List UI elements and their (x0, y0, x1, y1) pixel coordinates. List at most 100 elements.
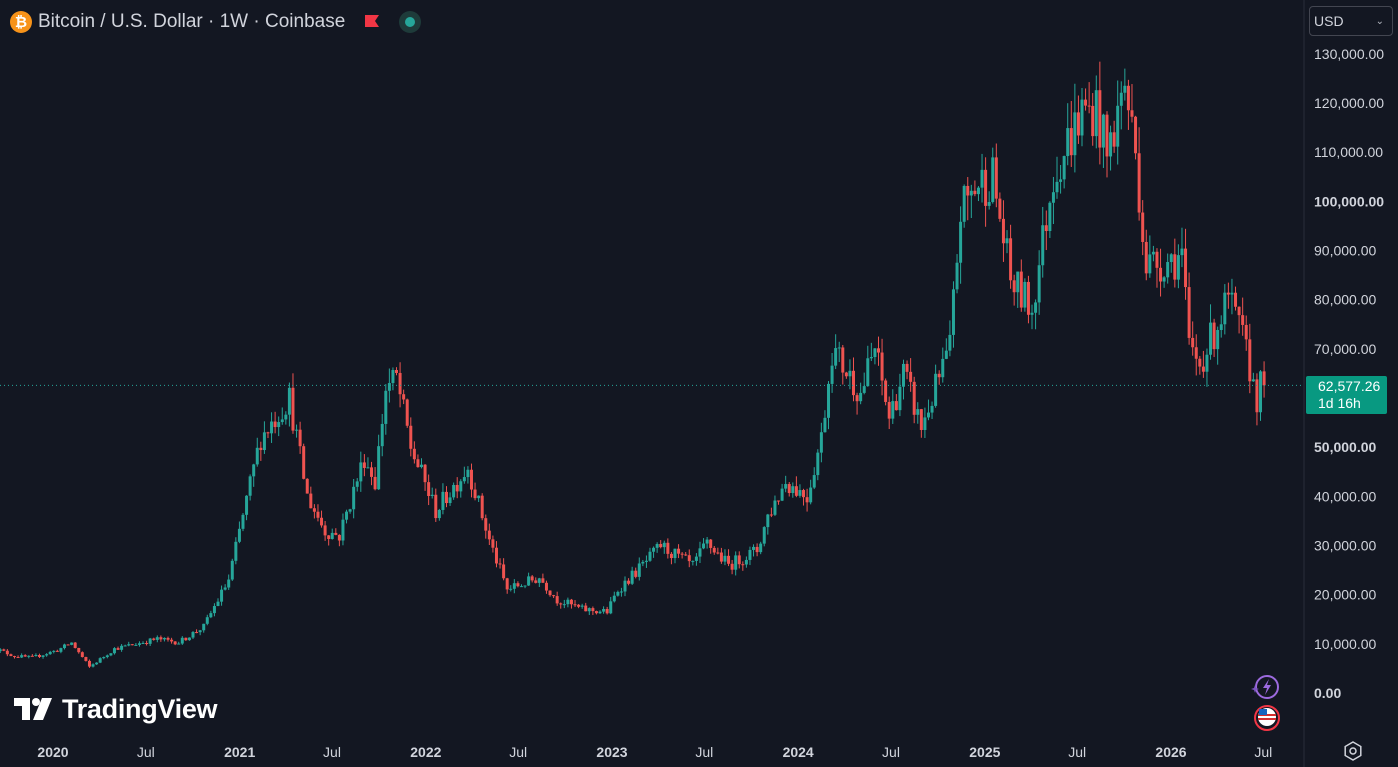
candle-body (1001, 218, 1005, 244)
candle-body (1055, 181, 1059, 193)
candle-body (519, 586, 523, 588)
candle-body (1123, 85, 1127, 93)
lightning-icon[interactable] (1250, 674, 1282, 700)
candle-body (391, 370, 395, 384)
price-axis[interactable]: 130,000.00 120,000.00 110,000.00 100,000.00… (1314, 46, 1384, 701)
candle-body (1044, 225, 1048, 232)
candle-body (794, 486, 798, 496)
candle-body (1151, 251, 1155, 255)
tradingview-logo[interactable]: TradingView (14, 692, 218, 726)
x-tick-label: 2026 (1155, 744, 1186, 760)
candle-body (512, 583, 516, 589)
candle-body (591, 608, 595, 612)
candle-body (1169, 254, 1173, 263)
candle-body (316, 511, 320, 518)
settings-icon[interactable] (1342, 740, 1364, 762)
candle-body (612, 595, 616, 602)
candle-body (330, 532, 334, 539)
candle-body (345, 511, 349, 520)
candle-body (1237, 306, 1241, 316)
candle-body (1137, 153, 1141, 213)
candle-body (359, 462, 363, 482)
candle-body (2, 649, 6, 651)
y-tick-label: 30,000.00 (1314, 538, 1376, 554)
candle-body (77, 647, 81, 653)
candle-body (1037, 265, 1041, 303)
candle-body (70, 642, 74, 645)
candle-body (80, 652, 84, 658)
candle-body (259, 447, 263, 451)
candle-body (659, 544, 663, 548)
candle-body (1012, 280, 1016, 293)
candle-body (66, 644, 70, 646)
candle-body (95, 662, 99, 665)
candle-body (1051, 192, 1055, 203)
candle-body (1130, 110, 1134, 117)
candle-body (337, 534, 341, 541)
candle-body (473, 489, 477, 499)
candle-body (944, 350, 948, 359)
candle-body (444, 491, 448, 504)
y-tick-label: 0.00 (1314, 685, 1341, 701)
candle-body (270, 421, 274, 434)
candle-body (27, 655, 31, 657)
candle-body (1198, 358, 1202, 367)
candle-body (448, 497, 452, 504)
candle-body (802, 490, 806, 498)
candle-body (1091, 105, 1095, 137)
candle-body (48, 651, 52, 655)
candle-body (834, 348, 838, 366)
candle-body (498, 563, 502, 565)
candle-body (987, 202, 991, 206)
candle-body (91, 664, 95, 667)
candle-body (1034, 302, 1038, 313)
candle-body (1112, 132, 1116, 147)
y-tick-label: 90,000.00 (1314, 243, 1376, 259)
y-tick-label: 100,000.00 (1314, 193, 1384, 209)
candle-body (916, 409, 920, 415)
candle-body (844, 372, 848, 377)
candle-body (1059, 179, 1063, 182)
candle-body (62, 644, 66, 649)
candle-body (1005, 238, 1009, 244)
candle-body (744, 559, 748, 565)
candle-body (262, 432, 266, 451)
us-flag-icon[interactable] (1252, 704, 1284, 732)
bitcoin-icon: ₿ (10, 11, 32, 33)
currency-select[interactable]: USD ⌄ (1309, 6, 1393, 36)
candle-body (380, 423, 384, 447)
candle-body (1219, 324, 1223, 331)
market-status-icon[interactable] (399, 11, 422, 33)
candle-body (712, 547, 716, 553)
candle-body (466, 469, 470, 478)
candle-body (123, 645, 127, 647)
candle-body (819, 432, 823, 453)
chart-header: ₿ Bitcoin / U.S. Dollar · 1W · Coinbase (10, 9, 422, 35)
candle-body (41, 655, 45, 657)
y-tick-label: 50,000.00 (1314, 439, 1376, 455)
candle-body (1251, 379, 1255, 382)
candle-body (127, 644, 131, 646)
candle-body (1041, 225, 1045, 266)
candle-body (252, 464, 256, 477)
candle-body (312, 508, 316, 512)
candle-body (248, 476, 252, 496)
candle-body (691, 560, 695, 562)
candle-body (623, 580, 627, 592)
candle-body (384, 390, 388, 424)
candle-body (23, 655, 27, 657)
candle-body (162, 637, 166, 640)
time-axis[interactable]: 2020 Jul 2021 Jul 2022 Jul 2023 Jul 2024 Jul 2025 J… (37, 744, 1272, 760)
last-price-value: 62,577.26 (1318, 378, 1381, 394)
candle-body (59, 648, 63, 652)
flag-icon[interactable] (363, 13, 381, 31)
candle-body (1226, 292, 1230, 295)
candle-body (245, 495, 249, 515)
symbol-title[interactable]: Bitcoin / U.S. Dollar · 1W · Coinbase (38, 11, 346, 32)
candle-body (9, 654, 13, 657)
candle-body (1134, 116, 1138, 154)
candle-body (769, 514, 773, 516)
candle-body (648, 551, 652, 561)
candle-body (848, 370, 852, 377)
